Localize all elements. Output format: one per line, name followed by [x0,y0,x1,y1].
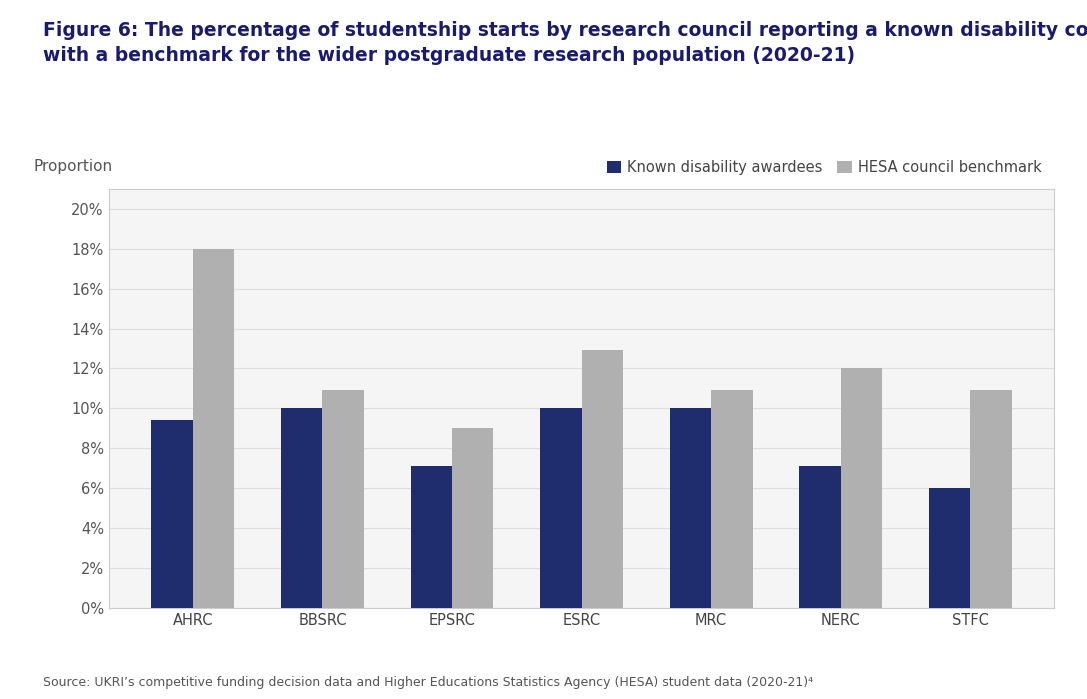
Bar [670,408,711,608]
Bar [840,368,882,608]
Bar [151,420,192,608]
Bar [192,249,235,608]
Bar [323,391,364,608]
Text: Source: UKRI’s competitive funding decision data and Higher Educations Statistic: Source: UKRI’s competitive funding decis… [43,675,813,689]
Bar [540,408,582,608]
Bar [928,489,971,608]
Bar [282,408,323,608]
Bar [971,391,1012,608]
Bar [711,391,752,608]
Text: Proportion: Proportion [33,159,112,174]
Bar [452,428,493,608]
Text: Figure 6: The percentage of studentship starts by research council reporting a k: Figure 6: The percentage of studentship … [43,21,1087,65]
Bar [582,350,623,608]
Bar [799,466,840,608]
Legend: Known disability awardees, HESA council benchmark: Known disability awardees, HESA council … [601,154,1047,181]
Bar [411,466,452,608]
